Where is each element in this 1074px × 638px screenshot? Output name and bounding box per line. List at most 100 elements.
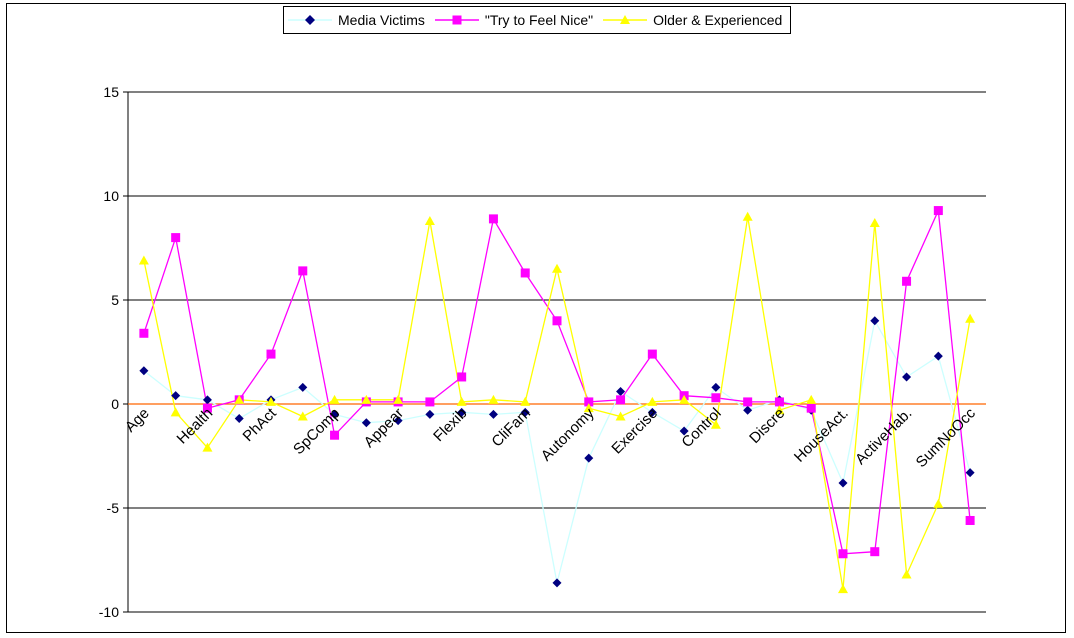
series-group <box>138 206 976 594</box>
data-point <box>774 397 784 407</box>
data-point <box>647 349 657 359</box>
data-point <box>901 569 912 579</box>
data-point <box>838 478 848 488</box>
data-point <box>647 407 657 417</box>
data-point <box>298 382 308 392</box>
legend-label: Media Victims <box>338 12 425 28</box>
legend-diamond-marker <box>288 15 332 25</box>
data-point <box>933 498 944 508</box>
x-tick-label: Age <box>122 405 153 436</box>
data-point <box>552 316 562 326</box>
data-point <box>202 403 212 413</box>
data-point <box>361 418 371 428</box>
data-point <box>965 515 975 525</box>
data-point <box>584 397 594 407</box>
y-tick-label: 5 <box>111 292 119 308</box>
x-tick-label: CliFam <box>488 405 534 451</box>
data-point <box>806 394 817 404</box>
data-point <box>138 255 149 265</box>
x-tick-label: ActiveHab. <box>852 405 915 468</box>
data-point <box>234 394 245 404</box>
data-point <box>774 405 785 415</box>
data-point <box>361 394 372 404</box>
data-point <box>393 394 404 404</box>
legend: Media Victims "Try to Feel Nice" Older &… <box>283 6 792 34</box>
data-point <box>965 468 975 478</box>
gridlines <box>128 91 986 613</box>
data-point <box>647 396 658 406</box>
data-point <box>202 395 212 405</box>
legend-square-marker <box>434 15 479 25</box>
data-point <box>425 409 435 419</box>
data-point <box>933 206 943 216</box>
data-point <box>297 411 308 421</box>
x-tick-label: Appear <box>361 405 407 451</box>
category-labels: Age Health PhAct SpComp Appear Flexib CliFam Au… <box>122 404 979 471</box>
x-tick-label: PhAct <box>240 404 281 445</box>
y-tick-label: -5 <box>107 500 120 516</box>
data-point <box>869 218 880 228</box>
data-point <box>520 396 531 406</box>
data-point <box>902 372 912 382</box>
y-tick-label: 15 <box>103 84 119 100</box>
data-point <box>171 233 181 243</box>
data-point <box>870 547 880 557</box>
x-tick-label: Flexib <box>430 405 470 445</box>
data-point <box>266 349 276 359</box>
data-point <box>330 409 340 419</box>
data-point <box>615 411 626 421</box>
data-point <box>139 328 149 338</box>
data-point <box>266 396 276 406</box>
data-point <box>870 316 880 326</box>
data-point <box>679 426 689 436</box>
data-point <box>488 409 498 419</box>
data-point <box>902 276 912 286</box>
data-point <box>171 391 181 401</box>
data-point <box>616 387 626 397</box>
legend-label: "Try to Feel Nice" <box>484 12 594 28</box>
data-point <box>520 407 530 417</box>
data-point <box>583 403 594 413</box>
data-point <box>552 263 562 273</box>
data-point <box>710 419 721 429</box>
data-point <box>329 394 340 404</box>
data-point <box>584 453 594 463</box>
data-point <box>488 214 498 224</box>
data-point <box>520 268 530 278</box>
data-point <box>456 396 467 406</box>
data-point <box>298 266 308 276</box>
data-point <box>743 397 753 407</box>
series-line-1 <box>143 208 971 555</box>
x-tick-label: Exercise <box>608 405 661 458</box>
data-point <box>933 351 943 361</box>
legend-triangle-marker <box>603 15 648 24</box>
y-axis: -10 -5 0 5 10 15 <box>99 84 129 620</box>
data-point <box>965 313 976 323</box>
data-point <box>711 393 721 403</box>
data-point <box>806 403 816 413</box>
y-tick-label: 10 <box>103 188 119 204</box>
data-point <box>330 430 340 440</box>
x-tick-label: Health <box>174 405 217 448</box>
data-point <box>488 394 499 404</box>
legend-item-try-to-feel-nice: "Try to Feel Nice" <box>434 12 594 28</box>
data-point <box>743 405 753 415</box>
data-point <box>393 416 403 426</box>
legend-item-media-victims: Media Victims <box>288 12 425 28</box>
data-point <box>425 397 435 407</box>
data-point <box>457 372 467 382</box>
data-point <box>139 366 149 376</box>
data-point <box>679 394 690 404</box>
x-tick-label: Discre <box>746 405 788 447</box>
data-point <box>424 215 435 225</box>
data-point <box>616 395 626 405</box>
data-point <box>202 442 213 452</box>
y-tick-label: 0 <box>111 396 119 412</box>
legend-item-older-experienced: Older & Experienced <box>603 12 782 28</box>
data-point <box>552 578 562 588</box>
data-point <box>234 414 244 424</box>
chart-frame <box>6 3 1066 633</box>
data-point <box>170 407 181 417</box>
y-tick-label: -10 <box>99 604 119 620</box>
